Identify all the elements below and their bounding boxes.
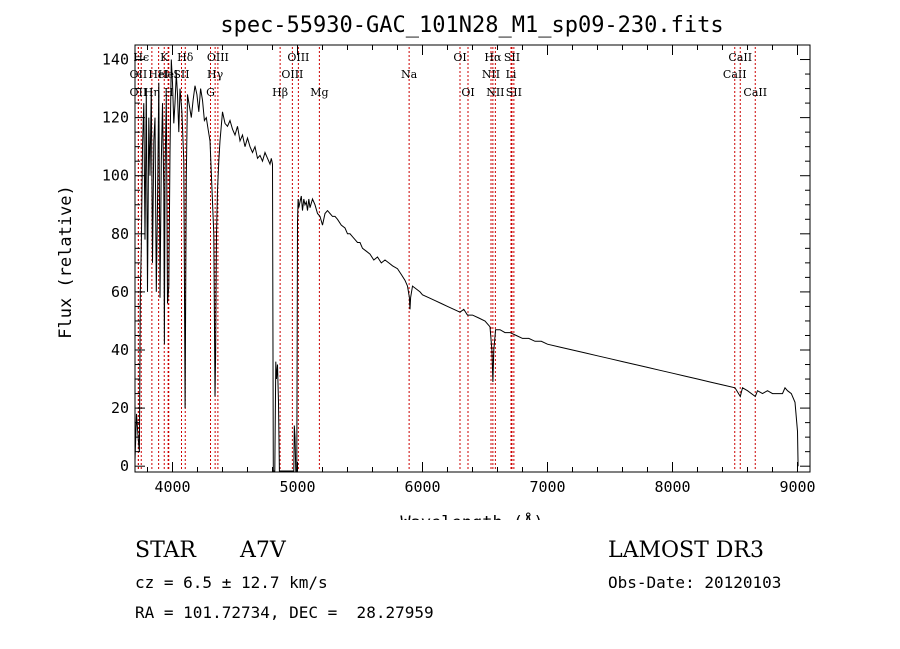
line-label-22: NII xyxy=(482,68,500,81)
chart-title: spec-55930-GAC_101N28_M1_sp09-230.fits xyxy=(220,13,723,38)
line-label-21: SII xyxy=(504,51,520,64)
x-tick-label-4000: 4000 xyxy=(154,478,190,496)
x-axis-label: Wavelength (Å) xyxy=(400,511,543,520)
observation-date: Obs-Date: 20120103 xyxy=(608,573,782,592)
line-label-7: H xyxy=(164,86,174,99)
x-tick-label-6000: 6000 xyxy=(404,478,440,496)
y-tick-label-100: 100 xyxy=(102,167,129,185)
line-label-13: Hβ xyxy=(272,86,288,99)
y-tick-label-140: 140 xyxy=(102,51,129,69)
plot-frame xyxy=(134,44,811,473)
object-class: STAR xyxy=(135,538,196,563)
x-tick-label-7000: 7000 xyxy=(529,478,565,496)
line-label-18: OI xyxy=(453,51,466,64)
y-tick-label-120: 120 xyxy=(102,109,129,127)
y-tick-labels: 0 20 40 60 80 100 120 140 xyxy=(102,51,129,476)
survey-name: LAMOST DR3 xyxy=(608,538,764,563)
line-label-16: Mg xyxy=(310,86,328,99)
redshift-cz: cz = 6.5 ± 12.7 km/s xyxy=(135,573,328,592)
x-tick-label-5000: 5000 xyxy=(279,478,315,496)
line-label-27: CaII xyxy=(723,68,747,81)
line-label-23: Li xyxy=(506,68,517,81)
x-tick-label-9000: 9000 xyxy=(779,478,815,496)
y-tick-label-60: 60 xyxy=(111,283,129,301)
line-label-17: Na xyxy=(401,68,418,81)
object-subclass: A7V xyxy=(240,538,286,563)
line-label-19: OI xyxy=(461,86,474,99)
line-label-0: Hϵ xyxy=(133,51,149,64)
y-tick-label-0: 0 xyxy=(120,457,129,475)
line-label-11: Hγ xyxy=(207,68,224,81)
line-label-10: OIII xyxy=(207,51,229,64)
line-label-3: Hη xyxy=(144,86,160,99)
line-label-12: G xyxy=(206,86,215,99)
x-tick-label-8000: 8000 xyxy=(654,478,690,496)
line-label-26: CaII xyxy=(728,51,752,64)
flux-series-line xyxy=(134,59,799,472)
y-tick-label-20: 20 xyxy=(111,399,129,417)
axis-ticks xyxy=(135,45,810,472)
line-label-6: HeI xyxy=(158,68,178,81)
line-label-15: OIII xyxy=(281,68,303,81)
line-label-2: OII xyxy=(130,86,148,99)
line-label-4: HeI xyxy=(148,68,168,81)
y-axis-label: Flux (relative) xyxy=(56,185,76,339)
line-label-25: SII xyxy=(506,86,522,99)
ra-dec-coordinates: RA = 101.72734, DEC = 28.27959 xyxy=(135,603,434,622)
line-label-8: Hδ xyxy=(177,51,194,64)
spectrum-chart: spec-55930-GAC_101N28_M1_sp09-230.fits H… xyxy=(56,13,816,520)
line-label-14: OIII xyxy=(287,51,309,64)
x-tick-labels: 4000 5000 6000 7000 8000 9000 xyxy=(154,478,815,496)
line-label-20: Hα xyxy=(484,51,502,64)
line-label-28: CaII xyxy=(743,86,767,99)
line-label-24: NII xyxy=(486,86,504,99)
line-label-9: SII xyxy=(173,68,189,81)
y-tick-label-40: 40 xyxy=(111,341,129,359)
spectral-line-markers xyxy=(137,47,756,471)
line-label-5: K xyxy=(160,51,169,64)
y-tick-label-80: 80 xyxy=(111,225,129,243)
